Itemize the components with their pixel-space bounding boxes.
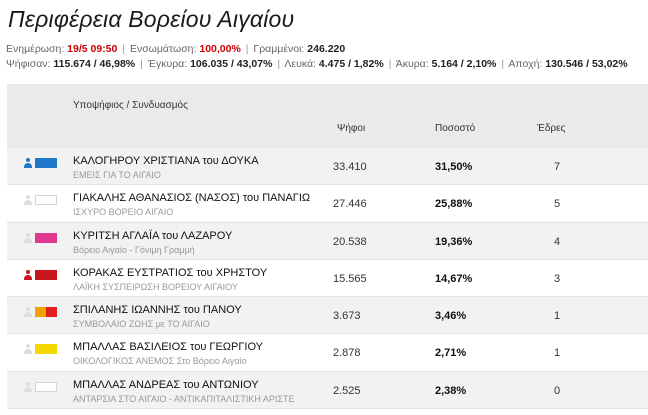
table-row: ΣΠΙΛΑΝΗΣ ΙΩΑΝΝΗΣ του ΠΑΝΟΥ ΣΥΜΒΟΛΑΙΟ ΖΩΗΣ… [7, 297, 648, 335]
seats-value: 1 [554, 310, 561, 323]
blank-label: Λευκά: [284, 58, 316, 70]
party-name: ΛΑΪΚΗ ΣΥΣΠΕΙΡΩΣΗ ΒΟΡΕΙΟΥ ΑΙΓΑΙΟΥ [73, 281, 238, 292]
votes-value: 27.446 [333, 198, 367, 211]
candidate-name[interactable]: ΓΙΑΚΑΛΗΣ ΑΘΑΝΑΣΙΟΣ (ΝΑΣΟΣ) του ΠΑΝΑΓΙΩ [73, 192, 311, 205]
seats-value: 7 [554, 161, 561, 173]
person-icon [23, 307, 33, 318]
candidate-icons [23, 344, 57, 355]
table-row: ΜΠΑΛΛΑΣ ΑΝΔΡΕΑΣ του ΑΝΤΩΝΙΟΥ ΑΝΤΑΡΣΙΑ ΣΤΟ… [7, 371, 648, 410]
votes-value: 2.878 [333, 347, 361, 360]
candidate-name[interactable]: ΚΟΡΑΚΑΣ ΕΥΣΤΡΑΤΙΟΣ του ΧΡΗΣΤΟΥ [73, 266, 268, 279]
party-color-swatch [35, 307, 57, 318]
party-color-swatch [35, 232, 57, 243]
integration-label: Ενσωμάτωση: [129, 43, 197, 55]
party-name: ΑΝΤΑΡΣΙΑ ΣΤΟ ΑΙΓΑΙΟ - ΑΝΤΙΚΑΠΙΤΑΛΙΣΤΙΚΗ … [73, 393, 295, 404]
percent-value: 19,36% [435, 235, 473, 248]
table-row: ΜΠΑΛΛΑΣ ΒΑΣΙΛΕΙΟΣ του ΓΕΩΡΓΙΟΥ ΟΙΚΟΛΟΓΙΚΟ… [7, 334, 648, 372]
votes-value: 2.525 [333, 384, 361, 397]
updated-label: Ενημέρωση: [6, 43, 65, 55]
invalid-label: Άκυρα: [395, 58, 429, 70]
percent-value: 31,50% [435, 161, 473, 173]
party-name: ΟΙΚΟΛΟΓΙΚΟΣ ΑΝΕΜΟΣ Στο Βόρειο Αιγαίο [73, 356, 247, 367]
seats-value: 3 [554, 272, 561, 285]
percent-value: 3,46% [435, 310, 467, 323]
person-icon [23, 269, 33, 280]
votes-value: 15.565 [333, 272, 367, 285]
candidate-icons [23, 307, 57, 318]
party-color-swatch [35, 195, 57, 206]
seats-value: 5 [554, 198, 561, 211]
header-seats: Έδρες [537, 123, 566, 134]
candidate-icons [23, 232, 57, 243]
percent-value: 14,67% [435, 272, 473, 285]
person-icon [23, 232, 33, 243]
seats-value: 1 [554, 347, 561, 360]
candidate-icons [23, 381, 57, 392]
table-row: ΚΥΡΙΤΣΗ ΑΓΛΑΪΑ του ΛΑΖΑΡΟΥ Βόρειο Αιγαίο … [7, 222, 648, 260]
person-icon [23, 381, 33, 392]
header-percent: Ποσοστό [435, 123, 476, 134]
seats-value: 0 [554, 384, 561, 397]
results-table-header: Υποψήφιος / Συνδυασμός Ψήφοι Ποσοστό Έδρ… [7, 84, 648, 148]
table-row: ΓΙΑΚΑΛΗΣ ΑΘΑΝΑΣΙΟΣ (ΝΑΣΟΣ) του ΠΑΝΑΓΙΩ ΙΣ… [7, 185, 648, 223]
party-name: ΕΜΕΙΣ ΓΙΑ ΤΟ ΑΙΓΑΙΟ [73, 170, 161, 180]
blank-value: 4.475 / 1,82% [318, 58, 384, 70]
integration-value: 100,00% [199, 43, 241, 55]
votes-value: 3.673 [333, 310, 361, 323]
candidate-name[interactable]: ΜΠΑΛΛΑΣ ΑΝΔΡΕΑΣ του ΑΝΤΩΝΙΟΥ [73, 378, 259, 391]
results-table: Υποψήφιος / Συνδυασμός Ψήφοι Ποσοστό Έδρ… [7, 84, 648, 410]
valid-value: 106.035 / 43,07% [190, 58, 273, 70]
candidate-name[interactable]: ΜΠΑΛΛΑΣ ΒΑΣΙΛΕΙΟΣ του ΓΕΩΡΓΙΟΥ [73, 341, 264, 354]
voted-value: 115.674 / 46,98% [53, 58, 136, 70]
table-row: ΚΟΡΑΚΑΣ ΕΥΣΤΡΑΤΙΟΣ του ΧΡΗΣΤΟΥ ΛΑΪΚΗ ΣΥΣΠ… [7, 260, 648, 298]
abstention-value: 130.546 / 53,02% [545, 58, 628, 70]
percent-value: 25,88% [435, 198, 473, 211]
party-color-swatch [35, 344, 57, 355]
candidate-icons [23, 195, 57, 206]
party-name: Βόρειο Αιγαίο - Γόνιμη Γραμμή [73, 244, 195, 255]
candidate-icons [23, 158, 57, 168]
percent-value: 2,38% [435, 384, 467, 397]
header-votes: Ψήφοι [337, 123, 366, 134]
candidate-name[interactable]: ΣΠΙΛΑΝΗΣ ΙΩΑΝΝΗΣ του ΠΑΝΟΥ [73, 304, 242, 317]
candidate-name[interactable]: ΚΥΡΙΤΣΗ ΑΓΛΑΪΑ του ΛΑΖΑΡΟΥ [73, 229, 233, 242]
seats-value: 4 [554, 235, 561, 248]
votes-value: 20.538 [333, 235, 367, 248]
updated-value: 19/5 09:50 [67, 43, 118, 55]
votes-value: 33.410 [333, 161, 367, 173]
party-name: ΙΣΧΥΡΟ ΒΟΡΕΙΟ ΑΙΓΑΙΟ [73, 207, 174, 218]
person-icon [23, 344, 33, 355]
person-icon [23, 195, 33, 206]
registered-label: Γραμμένοι: [253, 43, 305, 55]
stats-line-1: Ενημέρωση: 19/5 09:50 | Ενσωμάτωση: 100,… [6, 43, 346, 55]
valid-label: Έγκυρα: [147, 58, 188, 70]
stats-line-2: Ψήφισαν: 115.674 / 46,98% | Έγκυρα: 106.… [6, 58, 628, 70]
page-title: Περιφέρεια Βορείου Αιγαίου [8, 6, 295, 32]
invalid-value: 5.164 / 2,10% [431, 58, 497, 70]
results-table-body: ΚΑΛΟΓΗΡΟΥ ΧΡΙΣΤΙΑΝΑ του ΔΟΥΚΑ ΕΜΕΙΣ ΓΙΑ Τ… [7, 148, 648, 410]
voted-label: Ψήφισαν: [6, 58, 51, 70]
candidate-icons [23, 269, 57, 280]
party-color-swatch [35, 381, 57, 392]
header-candidate: Υποψήφιος / Συνδυασμός [73, 100, 188, 111]
person-icon [23, 158, 33, 168]
percent-value: 2,71% [435, 347, 467, 360]
table-row: ΚΑΛΟΓΗΡΟΥ ΧΡΙΣΤΙΑΝΑ του ΔΟΥΚΑ ΕΜΕΙΣ ΓΙΑ Τ… [7, 148, 648, 186]
party-name: ΣΥΜΒΟΛΑΙΟ ΖΩΗΣ με ΤΟ ΑΙΓΑΙΟ [73, 319, 210, 330]
party-color-swatch [35, 269, 57, 280]
registered-value: 246.220 [307, 43, 346, 55]
candidate-name[interactable]: ΚΑΛΟΓΗΡΟΥ ΧΡΙΣΤΙΑΝΑ του ΔΟΥΚΑ [73, 155, 259, 167]
abstention-label: Αποχή: [508, 58, 543, 70]
party-color-swatch [35, 158, 57, 168]
